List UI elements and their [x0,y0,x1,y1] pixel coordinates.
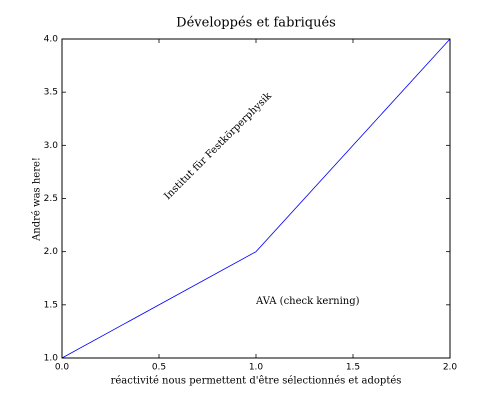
x-tick-label: 0.5 [152,363,166,373]
y-tick-label: 3.5 [44,88,58,98]
y-tick-label: 1.0 [44,354,59,364]
y-tick-label: 3.0 [44,141,59,151]
y-tick-label: 2.5 [44,194,58,204]
x-tick-label: 0.0 [55,363,70,373]
x-tick-label: 1.0 [249,363,264,373]
x-tick-label: 1.5 [346,363,360,373]
x-tick-label: 2.0 [443,363,458,373]
y-axis-label: André was here! [32,157,43,242]
plot-frame [61,38,451,359]
chart-title: Développés et fabriqués [176,16,336,31]
y-tick-label: 1.5 [44,300,58,310]
x-axis-label: réactivité nous permettent d'être sélect… [111,376,402,387]
line [61,38,451,359]
y-tick-label: 2.0 [44,247,59,257]
annotation: AVA (check kerning) [255,296,360,307]
y-tick-label: 4.0 [44,35,59,45]
